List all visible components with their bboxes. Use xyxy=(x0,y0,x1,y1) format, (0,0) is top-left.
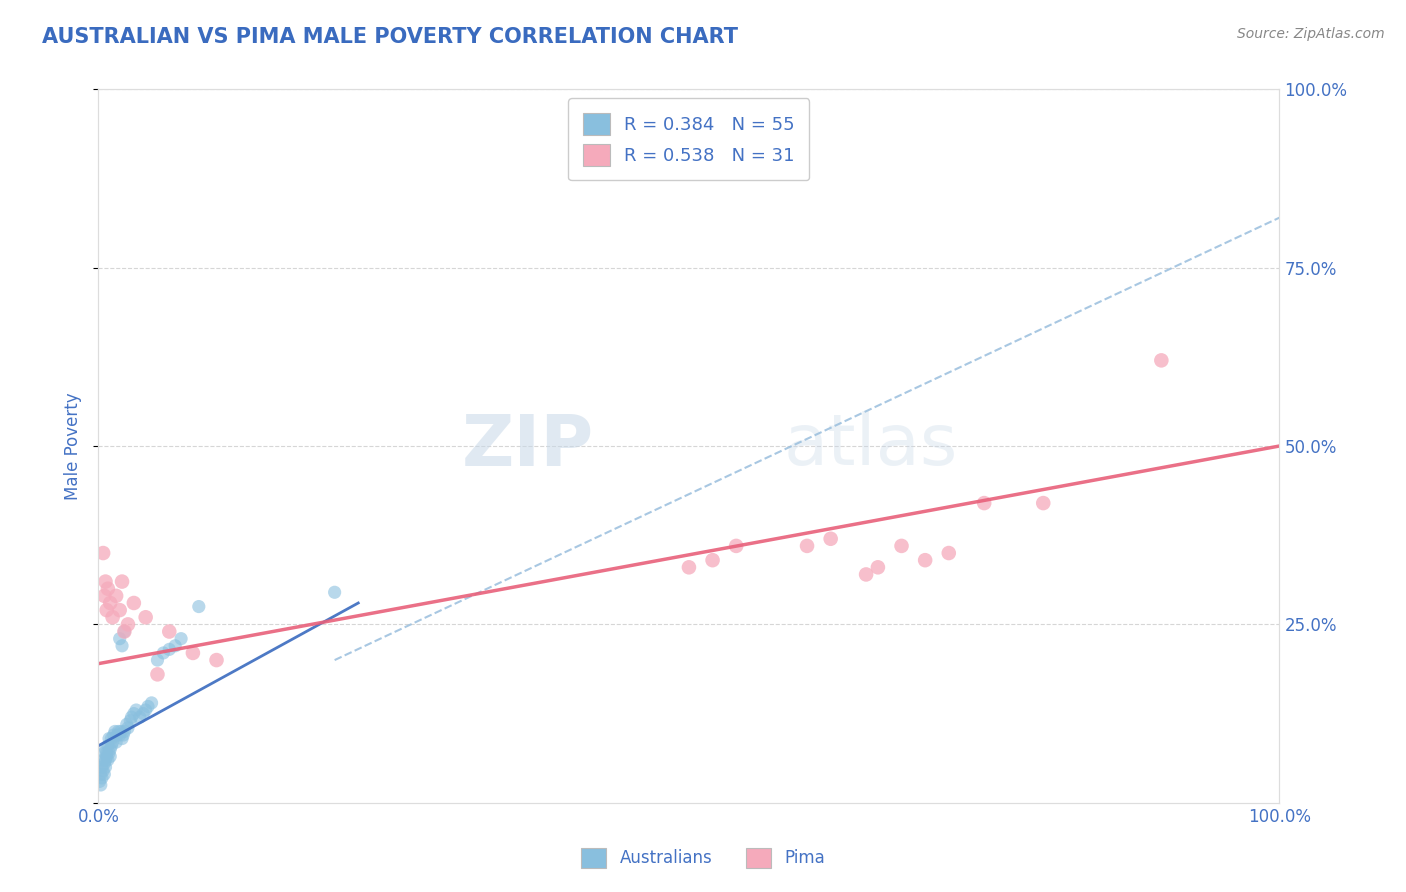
Point xyxy=(121,710,143,724)
Point xyxy=(91,753,114,767)
Point xyxy=(100,731,122,746)
Point xyxy=(323,585,346,599)
Point xyxy=(702,553,724,567)
Point xyxy=(103,728,125,742)
Point xyxy=(97,582,120,596)
Point xyxy=(100,739,122,753)
Point xyxy=(94,574,117,589)
Point xyxy=(91,771,114,785)
Point xyxy=(111,574,134,589)
Point xyxy=(93,756,115,771)
Point xyxy=(96,749,118,764)
Point xyxy=(105,589,128,603)
Point xyxy=(98,742,121,756)
Point xyxy=(820,532,842,546)
Point xyxy=(122,706,145,721)
Point xyxy=(89,774,111,789)
Point xyxy=(94,753,117,767)
Point xyxy=(146,667,169,681)
Point xyxy=(115,717,138,731)
Point xyxy=(796,539,818,553)
Point xyxy=(136,699,159,714)
Point xyxy=(135,610,157,624)
Point xyxy=(98,749,121,764)
Point xyxy=(105,728,128,742)
Point xyxy=(111,639,134,653)
Point xyxy=(128,710,150,724)
Point xyxy=(1032,496,1054,510)
Point xyxy=(91,760,114,774)
Point xyxy=(93,767,115,781)
Y-axis label: Male Poverty: Male Poverty xyxy=(63,392,82,500)
Point xyxy=(90,778,112,792)
Point xyxy=(104,724,127,739)
Point xyxy=(108,603,131,617)
Point xyxy=(96,603,118,617)
Point xyxy=(125,703,148,717)
Point xyxy=(94,760,117,774)
Point xyxy=(91,546,114,560)
Point xyxy=(112,624,135,639)
Point xyxy=(914,553,936,567)
Point xyxy=(866,560,889,574)
Point xyxy=(101,735,124,749)
Point xyxy=(110,724,132,739)
Point xyxy=(157,624,180,639)
Point xyxy=(97,739,120,753)
Text: ZIP: ZIP xyxy=(463,411,595,481)
Point xyxy=(98,731,121,746)
Point xyxy=(101,610,124,624)
Point xyxy=(135,703,157,717)
Legend: R = 0.384   N = 55, R = 0.538   N = 31: R = 0.384 N = 55, R = 0.538 N = 31 xyxy=(568,98,810,180)
Point xyxy=(132,706,155,721)
Point xyxy=(205,653,228,667)
Text: AUSTRALIAN VS PIMA MALE POVERTY CORRELATION CHART: AUSTRALIAN VS PIMA MALE POVERTY CORRELAT… xyxy=(42,27,738,46)
Point xyxy=(105,735,128,749)
Point xyxy=(141,696,163,710)
Point xyxy=(108,632,131,646)
Point xyxy=(973,496,995,510)
Point xyxy=(111,731,134,746)
Point xyxy=(108,728,131,742)
Legend: Australians, Pima: Australians, Pima xyxy=(575,841,831,875)
Point xyxy=(725,539,748,553)
Point xyxy=(152,646,174,660)
Point xyxy=(146,653,169,667)
Point xyxy=(1150,353,1173,368)
Point xyxy=(117,617,139,632)
Point xyxy=(890,539,912,553)
Point xyxy=(90,767,112,781)
Point xyxy=(96,746,118,760)
Point xyxy=(117,721,139,735)
Point xyxy=(112,728,135,742)
Text: atlas: atlas xyxy=(783,411,957,481)
Point xyxy=(187,599,209,614)
Point xyxy=(122,596,145,610)
Point xyxy=(98,596,121,610)
Point xyxy=(112,624,135,639)
Point xyxy=(93,589,115,603)
Text: Source: ZipAtlas.com: Source: ZipAtlas.com xyxy=(1237,27,1385,41)
Point xyxy=(97,753,120,767)
Point xyxy=(170,632,193,646)
Point xyxy=(120,714,142,728)
Point xyxy=(112,724,135,739)
Point xyxy=(98,746,121,760)
Point xyxy=(678,560,700,574)
Point xyxy=(855,567,877,582)
Point xyxy=(938,546,960,560)
Point xyxy=(94,742,117,756)
Point xyxy=(91,764,114,778)
Point xyxy=(157,642,180,657)
Point xyxy=(107,724,129,739)
Point xyxy=(165,639,187,653)
Point xyxy=(93,746,115,760)
Point xyxy=(181,646,204,660)
